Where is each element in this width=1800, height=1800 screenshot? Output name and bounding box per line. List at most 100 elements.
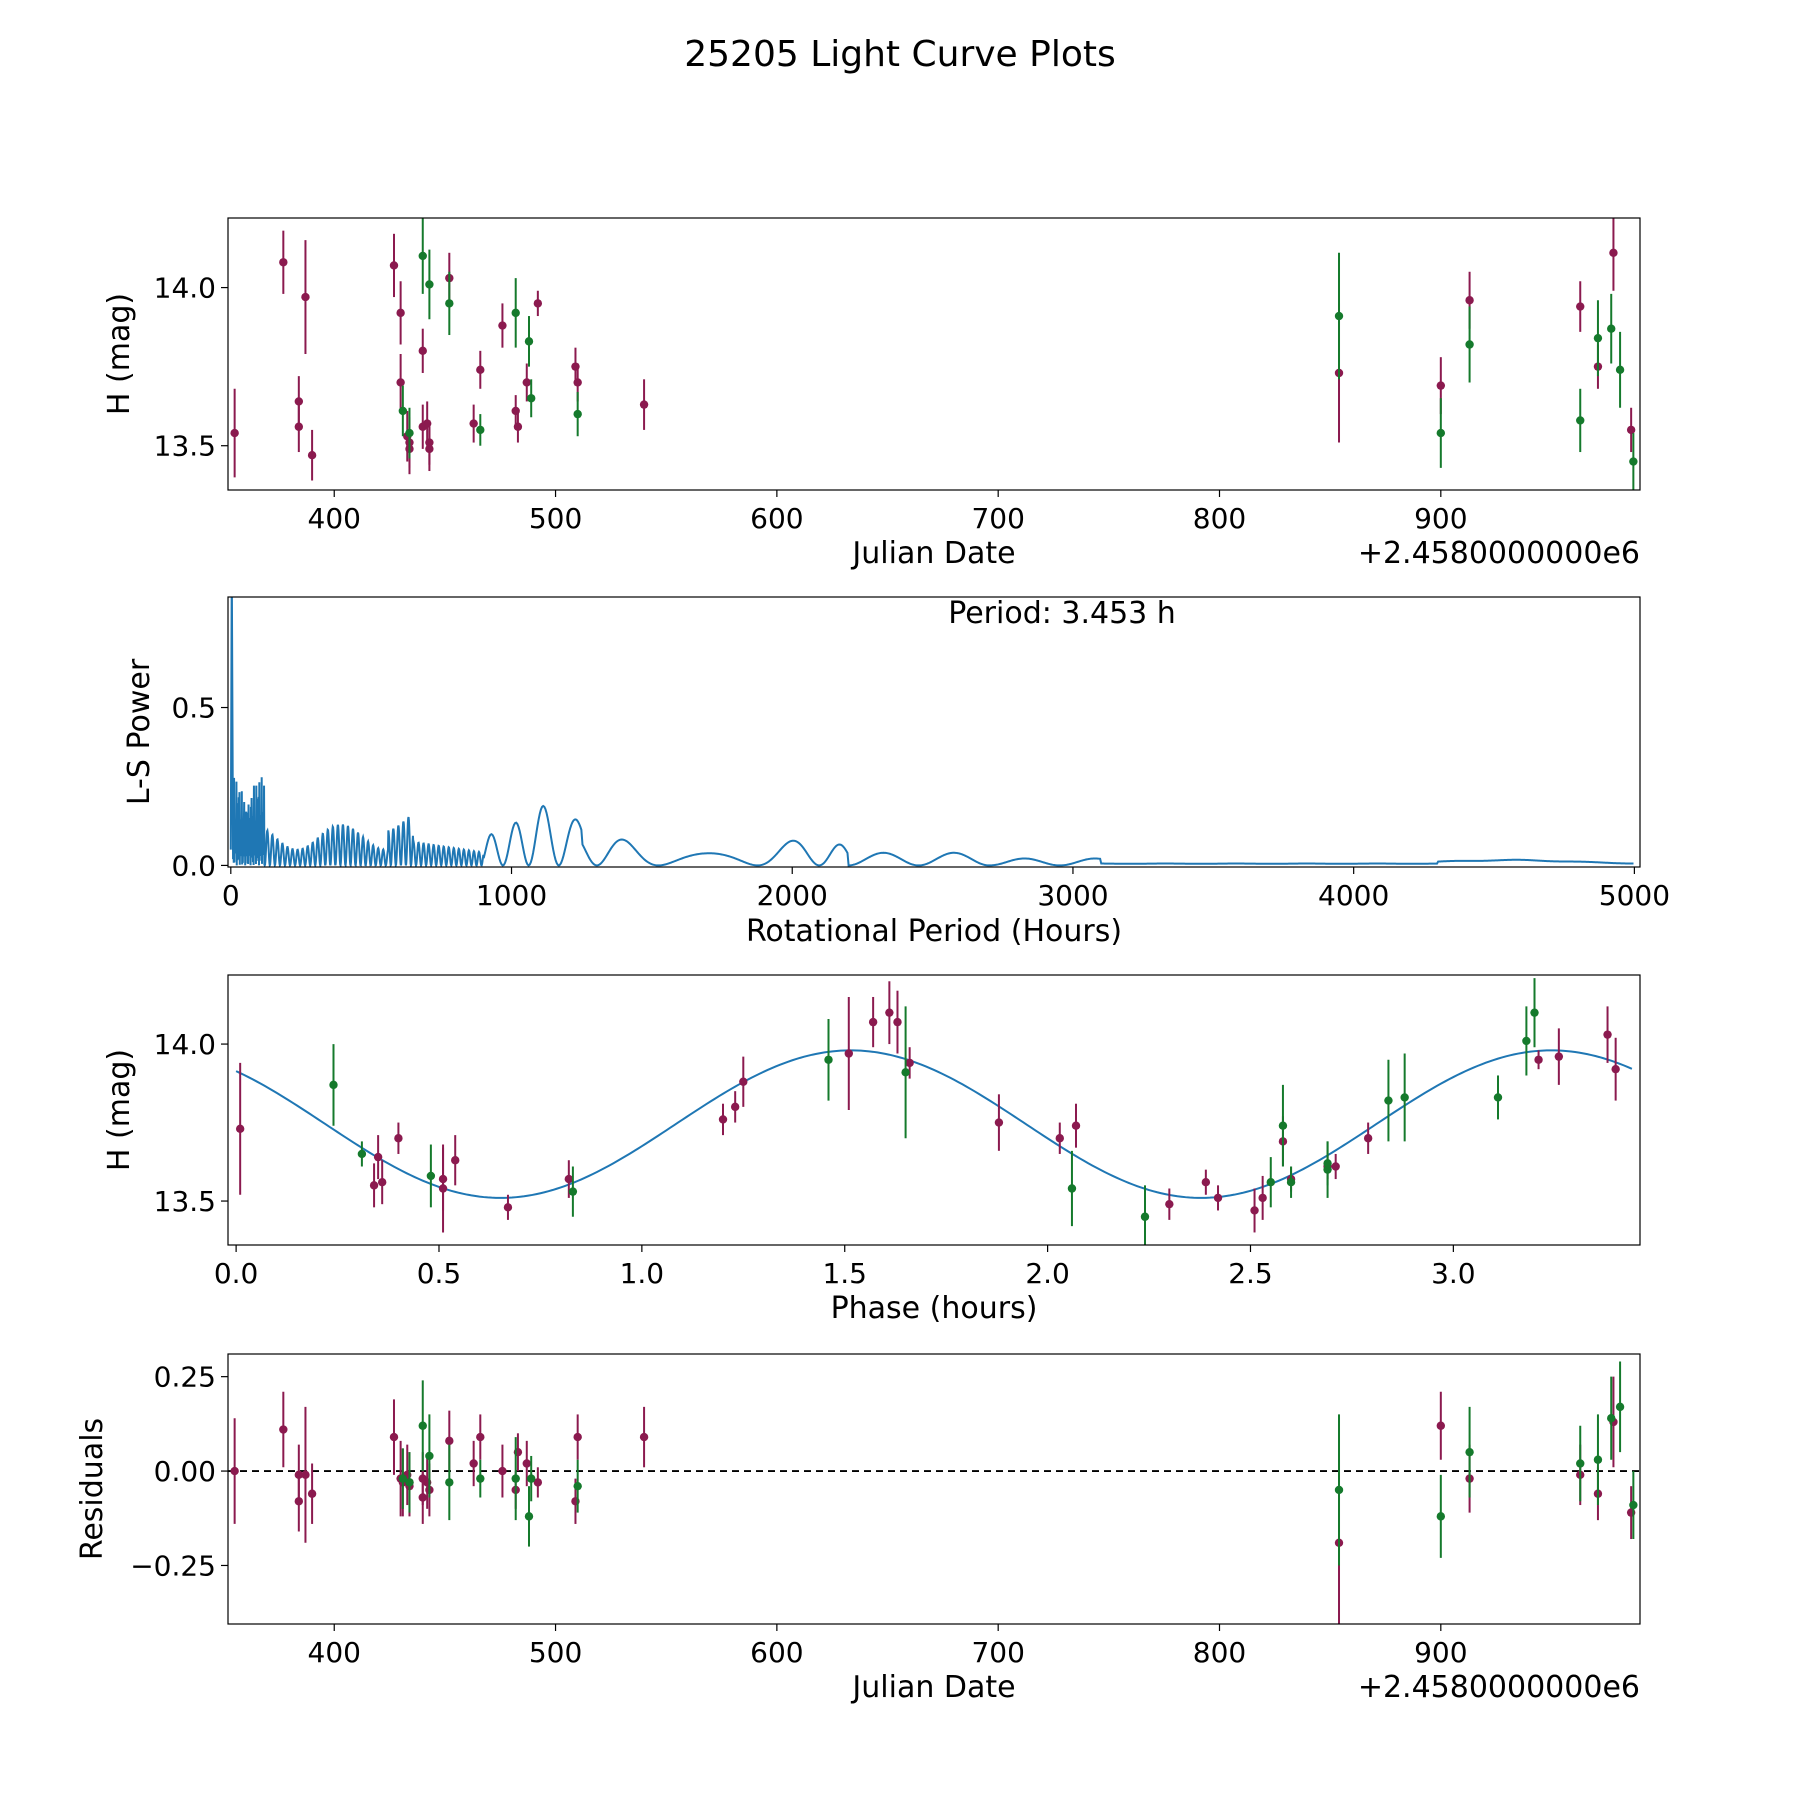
res-point-g: [1334, 1485, 1344, 1495]
lc-point-g: [418, 251, 427, 261]
phase-xticks: 0.0 0.5 1.0 1.5 2.0 2.5 3.0: [214, 1245, 1476, 1290]
periodogram-plot: [229, 597, 1634, 867]
lightcurve-y-label: H (mag): [102, 293, 137, 415]
phase-point-g: [426, 1171, 436, 1181]
phase-point-r: [1258, 1193, 1267, 1203]
phase-point-r: [1554, 1052, 1564, 1061]
lc-point-r: [522, 378, 531, 387]
phase-point-r: [1165, 1199, 1174, 1209]
residuals-y-label: Residuals: [75, 1418, 110, 1560]
lc-point-g: [398, 406, 408, 416]
res-point-g: [398, 1474, 408, 1483]
res-point-g: [418, 1421, 427, 1430]
phase-point-r: [905, 1058, 914, 1068]
periodogram-x-label: Rotational Period (Hours): [746, 914, 1122, 949]
ls-ytick-label: 0.0: [171, 849, 216, 882]
lc-point-r: [1576, 302, 1585, 311]
res-point-g: [1436, 1512, 1446, 1521]
res-point-r: [294, 1497, 304, 1506]
res-point-r: [279, 1425, 288, 1434]
phase-point-r: [1331, 1162, 1340, 1171]
res-point-g: [1593, 1455, 1603, 1464]
lc-point-r: [469, 419, 478, 428]
lightcurve-plot: [230, 218, 1638, 490]
phase-point-g: [329, 1080, 338, 1090]
phase-point-g: [568, 1187, 578, 1196]
lc-point-g: [1436, 428, 1446, 438]
lightcurve-x-label: Julian Date: [850, 536, 1015, 571]
phase-xtick-label: 0.5: [417, 1257, 462, 1290]
phase-panel: 0.0 0.5 1.0 1.5 2.0 2.5 3.0 13.5 14.0 Phase (ho…: [102, 974, 1641, 1326]
periodogram-yticks: 0.0 0.5: [171, 692, 228, 882]
res-point-g: [524, 1512, 534, 1521]
periodogram-axes-frame: [227, 596, 1641, 868]
lc-point-r: [418, 346, 427, 356]
res-point-r: [469, 1459, 478, 1468]
phase-point-r: [451, 1156, 460, 1165]
lc-point-r: [1609, 248, 1618, 257]
phase-yticks: 13.5 14.0: [154, 1028, 228, 1218]
lightcurve-xticks: 400 500 600 700 800 900: [308, 490, 1468, 535]
phase-point-r: [730, 1102, 740, 1112]
lc-point-g: [573, 409, 582, 419]
phase-point-r: [1534, 1055, 1543, 1064]
residuals-axes-frame: [227, 1353, 1641, 1625]
ls-xtick-label: 5000: [1599, 879, 1670, 912]
lc-point-g: [1334, 311, 1344, 321]
phase-point-g: [901, 1068, 910, 1077]
lc-point-r: [396, 378, 405, 387]
lc-point-r: [294, 397, 304, 406]
res-point-g: [1615, 1402, 1625, 1412]
res-point-g: [1465, 1447, 1474, 1457]
phase-ytick-label: 13.5: [154, 1185, 216, 1218]
res-point-g: [425, 1451, 434, 1461]
res-point-r: [230, 1466, 239, 1476]
lc-point-g: [1593, 333, 1603, 343]
phase-point-g: [1522, 1036, 1531, 1046]
lc-xtick-label: 900: [1414, 502, 1467, 535]
res-point-r: [639, 1432, 649, 1442]
lc-ytick-label: 14.0: [154, 272, 216, 305]
ls-xtick-label: 0: [222, 879, 240, 912]
phase-point-r: [1611, 1064, 1620, 1074]
phase-point-r: [1201, 1178, 1211, 1187]
res-xtick-label: 800: [1193, 1636, 1246, 1669]
res-point-r: [522, 1459, 531, 1468]
lc-ytick-label: 13.5: [154, 430, 216, 463]
phase-point-g: [824, 1055, 833, 1064]
lc-point-g: [1607, 324, 1616, 333]
phase-xtick-label: 1.5: [822, 1257, 867, 1290]
lc-point-r: [230, 428, 239, 438]
lc-point-r: [1626, 425, 1636, 435]
res-point-g: [405, 1478, 414, 1487]
res-point-g: [511, 1474, 520, 1483]
phase-point-r: [1213, 1193, 1223, 1203]
lc-point-r: [513, 422, 523, 431]
lc-xtick-label: 700: [971, 502, 1024, 535]
phase-point-r: [377, 1178, 387, 1187]
lc-point-r: [573, 378, 582, 387]
lc-point-g: [425, 280, 434, 289]
lc-point-r: [1465, 296, 1474, 305]
phase-point-r: [394, 1134, 403, 1143]
phase-x-label: Phase (hours): [831, 1291, 1038, 1326]
phase-point-r: [868, 1017, 878, 1027]
res-point-g: [1629, 1500, 1638, 1510]
phase-point-g: [1286, 1178, 1296, 1187]
residuals-plot: [228, 1361, 1640, 1624]
res-point-r: [1436, 1421, 1446, 1430]
residuals-xticks: 400 500 600 700 800 900: [308, 1624, 1468, 1669]
phase-fit-curve: [235, 1049, 1633, 1199]
lc-point-g: [476, 425, 485, 435]
lc-point-g: [511, 308, 520, 318]
res-point-r: [445, 1436, 454, 1446]
phase-point-r: [503, 1203, 513, 1212]
lc-point-r: [294, 422, 304, 431]
res-point-g: [573, 1481, 582, 1491]
phase-point-r: [1603, 1030, 1612, 1039]
res-point-r: [573, 1432, 582, 1442]
lc-point-g: [1465, 340, 1474, 349]
phase-point-r: [1250, 1206, 1259, 1215]
lc-point-g: [405, 428, 414, 438]
lc-point-g: [1576, 416, 1585, 425]
